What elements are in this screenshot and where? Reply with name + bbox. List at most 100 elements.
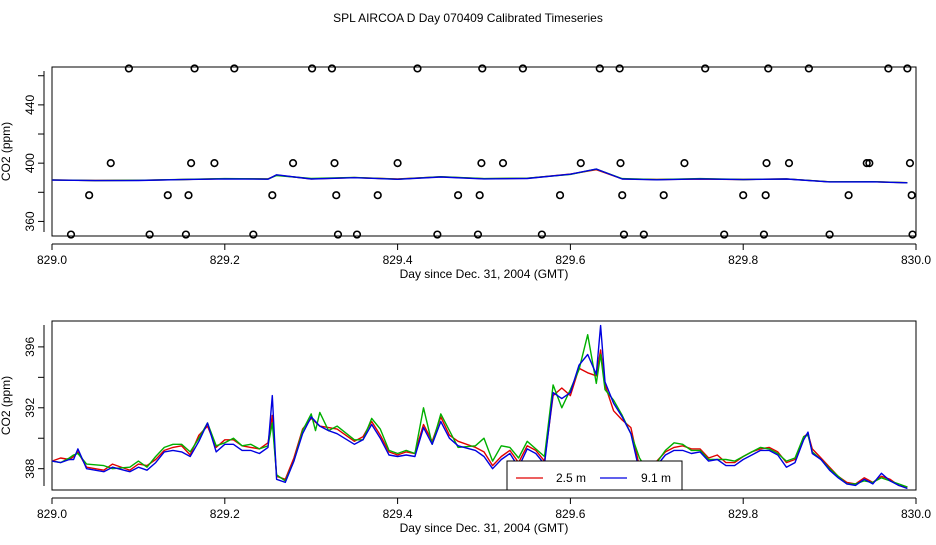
top-calibration-point (595, 64, 604, 73)
top-x-tick-label: 830.0 (901, 253, 931, 267)
top-calibration-point (759, 230, 769, 239)
top-y-tick-label: 400 (23, 153, 37, 173)
top-calibration-point (498, 159, 508, 168)
top-y-tick-label: 360 (23, 211, 37, 231)
top-series-line-9-1-m (51, 168, 908, 184)
top-calibration-point (475, 191, 484, 200)
bot-x-tick-label: 830.0 (901, 507, 931, 521)
top-y-axis-label: CO2 (ppm) (0, 122, 13, 181)
top-calibration-point (784, 159, 794, 168)
top-series-group (51, 64, 917, 239)
bot-y-tick-label: 396 (23, 337, 37, 357)
top-calibration-point (187, 159, 196, 168)
top-calibration-point (518, 64, 527, 73)
top-x-axis-label: Day since Dec. 31, 2004 (GMT) (400, 267, 569, 281)
top-axes-group: 829.0 829.2 829.4 829.6 829.8 830.0 360 400 440 (23, 71, 931, 267)
top-calibration-point (762, 159, 771, 168)
top-calibration-point (352, 230, 362, 239)
top-calibration-point (332, 191, 341, 200)
top-calibration-point (124, 64, 133, 73)
top-calibration-point (413, 64, 422, 73)
top-calibration-point (720, 230, 729, 239)
bottom-plot-frame (51, 320, 917, 491)
top-calibration-point (555, 191, 565, 200)
bot-x-tick-label: 829.0 (37, 507, 67, 521)
top-calibration-point (330, 159, 339, 168)
top-calibration-point (618, 191, 627, 200)
legend-box (506, 460, 683, 491)
top-calibration-point (884, 64, 893, 73)
top-calibration-point (249, 230, 258, 239)
top-x-tick-label: 829.6 (555, 253, 585, 267)
top-calibration-point (393, 159, 402, 168)
top-calibration-point (307, 64, 317, 73)
bottom-axes-group: 829.0 829.2 829.4 829.6 829.8 830.0 388 392 396 (23, 325, 931, 521)
top-calibration-point (804, 64, 813, 73)
top-calibration-point (619, 230, 629, 239)
top-calibration-point (163, 191, 172, 200)
top-calibration-point (907, 191, 916, 200)
top-calibration-point (473, 230, 483, 239)
top-calibration-point (680, 159, 689, 168)
bot-series-line-green (51, 334, 908, 488)
bottom-panel: 829.0 829.2 829.4 829.6 829.8 830.0388392396 … (0, 320, 931, 535)
bot-y-tick-label: 392 (23, 397, 37, 417)
top-calibration-point (639, 230, 648, 239)
top-y-tick-label: 440 (23, 95, 37, 115)
top-calibration-point (615, 64, 624, 73)
top-calibration-point (230, 64, 239, 73)
top-calibration-point (764, 64, 773, 73)
top-series-line-green (51, 168, 908, 184)
top-calibration-point (905, 159, 915, 168)
top-calibration-point (66, 230, 76, 239)
top-x-tick-label: 829.0 (37, 253, 67, 267)
bot-x-tick-label: 829.6 (555, 507, 585, 521)
top-calibration-point (478, 64, 487, 73)
bot-y-tick-label: 388 (23, 458, 37, 478)
top-calibration-point (85, 191, 94, 200)
top-calibration-point (825, 230, 834, 239)
bot-x-tick-label: 829.2 (210, 507, 240, 521)
top-calibration-point (739, 191, 748, 200)
top-calibration-point (210, 159, 219, 168)
top-calibration-point (190, 64, 199, 73)
top-calibration-point (333, 230, 343, 239)
top-calibration-point (288, 159, 298, 168)
bottom-x-axis-label: Day since Dec. 31, 2004 (GMT) (400, 521, 569, 535)
top-panel: 829.0 829.2 829.4 829.6 829.8 830.0360400440 … (0, 64, 931, 281)
top-calibration-point (576, 159, 585, 168)
top-x-tick-label: 829.4 (383, 253, 413, 267)
bottom-y-axis-label: CO2 (ppm) (0, 376, 13, 435)
legend-label-9-1m: 9.1 m (641, 471, 671, 485)
top-calibration-point (862, 159, 871, 168)
top-calibration-point (908, 230, 917, 239)
top-calibration-point (903, 64, 912, 73)
top-calibration-point (145, 230, 154, 239)
top-plot-frame (51, 66, 917, 237)
legend: 2.5 m 9.1 m (506, 460, 683, 491)
legend-label-2-5m: 2.5 m (556, 471, 586, 485)
top-calibration-point (537, 230, 546, 239)
top-calibration-point (844, 191, 853, 200)
top-calibration-point (181, 230, 191, 239)
top-calibration-point (106, 159, 115, 168)
top-calibration-point (616, 159, 625, 168)
top-calibration-point (327, 64, 337, 73)
top-x-tick-label: 829.8 (728, 253, 758, 267)
bot-series-line-9-1-m (51, 324, 908, 490)
top-calibration-point (659, 191, 668, 200)
top-series-line-2-5-m (51, 168, 908, 184)
top-calibration-point (453, 191, 463, 200)
top-calibration-point (701, 64, 710, 73)
top-calibration-point (268, 191, 277, 200)
top-calibration-point (373, 191, 382, 200)
bot-series-line-2-5-m (51, 349, 908, 488)
top-calibration-point (865, 159, 874, 168)
bot-x-tick-label: 829.8 (728, 507, 758, 521)
top-calibration-point (477, 159, 486, 168)
bottom-series-group (51, 324, 908, 490)
top-calibration-point (184, 191, 193, 200)
bot-x-tick-label: 829.4 (383, 507, 413, 521)
